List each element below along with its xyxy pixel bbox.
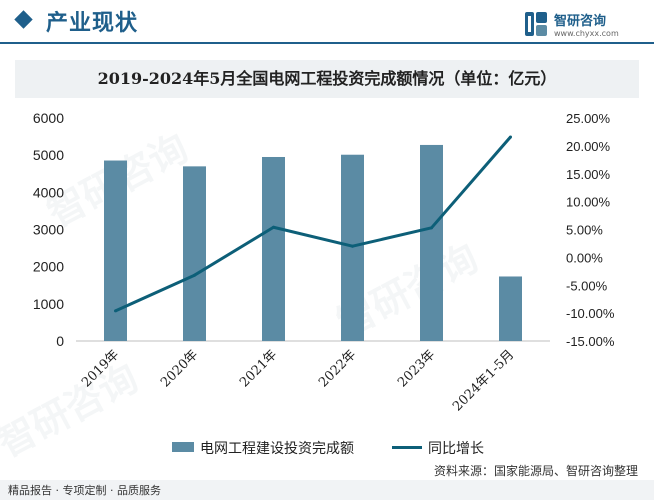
brand-block: 智研咨询 www.chyxx.com [524,9,650,43]
growth-point [193,273,196,277]
legend-label-line: 同比增长 [428,441,484,457]
brand-logo-icon [525,12,547,36]
x-tick-label: 2022年 [316,347,359,390]
growth-point [509,135,512,139]
bar [420,144,443,341]
x-tick-label: 2020年 [158,347,201,390]
y-right-tick-label: 20.00% [566,139,611,154]
y-right-tick-label: 0.00% [566,250,603,265]
y-right-tick-label: 25.00% [566,111,611,126]
y-left-tick-label: 4000 [33,184,64,200]
data-source: 资料来源：国家能源局、智研咨询整理 [433,464,638,478]
chart-legend: 电网工程建设投资完成额 同比增长 [0,432,654,462]
page-footer: 资料来源：国家能源局、智研咨询整理 精品报告 · 专项定制 · 品质服务 [0,462,654,500]
y-left-tick-label: 0 [56,333,64,349]
header-diamond-icon [14,10,33,29]
legend-item-line: 同比增长 [392,438,512,457]
y-left-tick-label: 1000 [33,296,64,312]
bar [262,156,285,341]
bar [104,160,127,341]
x-tick-label: 2023年 [395,347,438,390]
legend-line-swatch [392,446,422,449]
y-right-tick-label: 15.00% [566,167,611,182]
y-left-tick-label: 6000 [33,110,64,126]
header-divider [0,42,654,44]
brand-name: 智研咨询 [554,14,607,29]
y-left-tick-label: 3000 [33,222,64,238]
legend-bar-swatch [172,442,194,452]
growth-point [272,225,275,229]
header-title: 产业现状 [46,11,139,36]
chart-title-box: 2019-2024年5月全国电网工程投资完成额情况（单位：亿元） [15,60,639,98]
growth-point [430,226,433,230]
bar [499,276,522,341]
x-tick-label: 2021年 [237,347,280,390]
growth-point [114,309,117,313]
y-right-tick-label: 10.00% [566,195,611,210]
bar [341,154,364,341]
growth-point [351,244,354,248]
chart-area: 0 1000 2000 3000 4000 5000 6000 -15.00% -10.00% -… [33,110,615,414]
chart-title: 2019-2024年5月全国电网工程投资完成额情况（单位：亿元） [97,69,557,88]
footer-slogan: 精品报告 · 专项定制 · 品质服务 [8,484,161,497]
x-tick-label: 2024年1-5月 [450,347,517,414]
page-header: 产业现状 智研咨询 www.chyxx.com [0,0,654,46]
y-right-tick-label: -15.00% [566,334,615,349]
growth-line [114,135,512,313]
footer-bar: 精品报告 · 专项定制 · 品质服务 [0,480,654,500]
brand-url: www.chyxx.com [554,29,619,38]
y-left-tick-label: 5000 [33,147,64,163]
y-right-tick-label: -10.00% [566,306,615,321]
legend-item-bar: 电网工程建设投资完成额 [172,438,392,457]
y-right-tick-label: 5.00% [566,223,603,238]
bar [183,166,206,341]
y-right-tick-label: -5.00% [566,278,608,293]
x-tick-label: 2019年 [79,347,122,390]
y-left-tick-label: 2000 [33,259,64,275]
legend-label-bar: 电网工程建设投资完成额 [200,441,354,457]
